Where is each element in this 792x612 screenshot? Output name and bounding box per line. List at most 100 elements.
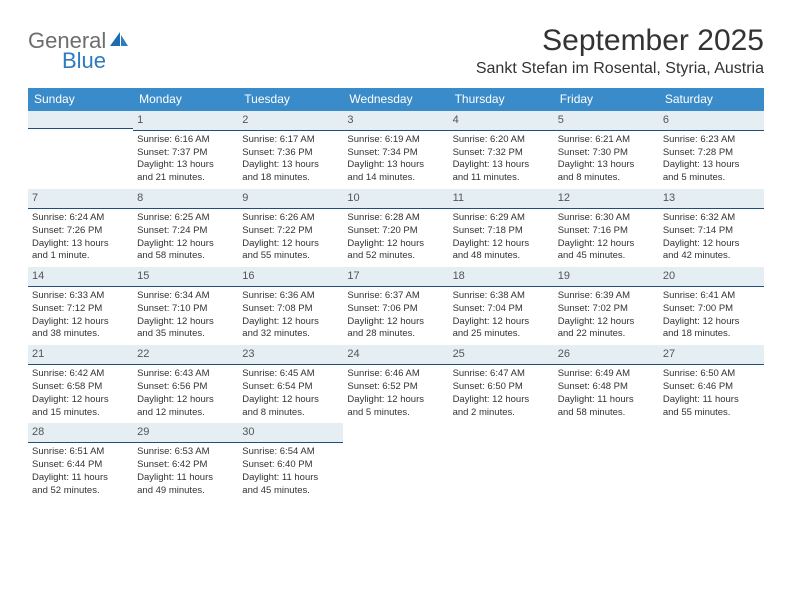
day-info-line: Sunrise: 6:32 AM <box>663 212 760 225</box>
date-number: 16 <box>238 267 343 287</box>
day-cell: 9Sunrise: 6:26 AMSunset: 7:22 PMDaylight… <box>238 189 343 267</box>
day-cell: 21Sunrise: 6:42 AMSunset: 6:58 PMDayligh… <box>28 345 133 423</box>
day-info-line: Daylight: 12 hours <box>663 316 760 329</box>
day-cell: 2Sunrise: 6:17 AMSunset: 7:36 PMDaylight… <box>238 111 343 189</box>
day-info-line: Sunset: 6:58 PM <box>32 381 129 394</box>
date-number: 29 <box>133 423 238 443</box>
day-info-line: Sunset: 6:48 PM <box>558 381 655 394</box>
week-row: 14 Sunrise: 6:33 AMSunset: 7:12 PM Dayligh… <box>28 267 764 345</box>
day-info-line: Daylight: 13 hours <box>347 159 444 172</box>
day-info-line: Sunrise: 6:43 AM <box>137 368 234 381</box>
day-info-line: Sunset: 6:52 PM <box>347 381 444 394</box>
day-info-line: Sunset: 7:24 PM <box>137 225 234 238</box>
day-info-line: Sunrise: 6:16 AM <box>137 134 234 147</box>
day-info-line: and 11 minutes. <box>453 172 550 185</box>
day-info-line: Sunset: 6:54 PM <box>242 381 339 394</box>
date-number: 27 <box>659 345 764 365</box>
date-number: 23 <box>238 345 343 365</box>
day-info-line: Sunset: 6:46 PM <box>663 381 760 394</box>
day-info-line: and 32 minutes. <box>242 328 339 341</box>
day-info-line: Daylight: 12 hours <box>663 238 760 251</box>
day-cell: 30Sunrise: 6:54 AMSunset: 6:40 PMDayligh… <box>238 423 343 501</box>
day-info-line: Daylight: 12 hours <box>453 394 550 407</box>
title-block: September 2025 Sankt Stefan im Rosental,… <box>476 24 764 78</box>
day-cell: 13Sunrise: 6:32 AMSunset: 7:14 PMDayligh… <box>659 189 764 267</box>
week-row: 7Sunrise: 6:24 AMSunset: 7:26 PMDaylight… <box>28 189 764 267</box>
day-cell: 24Sunrise: 6:46 AMSunset: 6:52 PMDayligh… <box>343 345 448 423</box>
day-info-line: Sunrise: 6:21 AM <box>558 134 655 147</box>
day-info-line: Sunset: 7:32 PM <box>453 147 550 160</box>
day-header-row: Sunday Monday Tuesday Wednesday Thursday… <box>28 88 764 111</box>
day-info-line: and 8 minutes. <box>558 172 655 185</box>
day-info-line: Sunset: 7:18 PM <box>453 225 550 238</box>
day-info-line: Sunset: 7:02 PM <box>558 303 655 316</box>
day-info-line: Sunrise: 6:17 AM <box>242 134 339 147</box>
day-info-line: and 49 minutes. <box>137 485 234 498</box>
day-info-line: Daylight: 13 hours <box>137 159 234 172</box>
date-number: 14 <box>28 267 133 287</box>
day-cell: 14Sunrise: 6:33 AMSunset: 7:12 PMDayligh… <box>28 267 133 345</box>
day-header-sunday: Sunday <box>28 88 133 111</box>
day-cell: 6Sunrise: 6:23 AMSunset: 7:28 PMDaylight… <box>659 111 764 189</box>
day-info-line: Daylight: 12 hours <box>32 394 129 407</box>
day-info-line: Daylight: 12 hours <box>453 316 550 329</box>
date-number: 28 <box>28 423 133 443</box>
date-number: 17 <box>343 267 448 287</box>
day-cell <box>28 111 133 189</box>
day-info-line: Sunset: 7:12 PM <box>32 303 129 316</box>
date-number: 30 <box>238 423 343 443</box>
day-info-line: Sunrise: 6:34 AM <box>137 290 234 303</box>
month-title: September 2025 <box>476 24 764 58</box>
logo: General Blue <box>28 24 130 72</box>
day-info-line: Daylight: 12 hours <box>242 238 339 251</box>
day-info-line: Sunset: 7:14 PM <box>663 225 760 238</box>
date-number: 21 <box>28 345 133 365</box>
day-info-line: Daylight: 11 hours <box>137 472 234 485</box>
day-header-monday: Monday <box>133 88 238 111</box>
day-info-line: Daylight: 13 hours <box>558 159 655 172</box>
day-info-line: and 18 minutes. <box>663 328 760 341</box>
day-info-line: Sunrise: 6:20 AM <box>453 134 550 147</box>
day-info-line: Daylight: 12 hours <box>137 316 234 329</box>
day-info-line: and 58 minutes. <box>137 250 234 263</box>
day-info-line: Sunrise: 6:47 AM <box>453 368 550 381</box>
day-info-line: and 18 minutes. <box>242 172 339 185</box>
day-info-line: Sunrise: 6:28 AM <box>347 212 444 225</box>
day-info-line: Sunrise: 6:33 AM <box>32 290 129 303</box>
day-info-line: and 45 minutes. <box>242 485 339 498</box>
day-info-line: Sunrise: 6:37 AM <box>347 290 444 303</box>
day-info-line: Daylight: 12 hours <box>242 316 339 329</box>
date-number: 4 <box>449 111 554 131</box>
date-number: 12 <box>554 189 659 209</box>
day-info-line: Daylight: 11 hours <box>32 472 129 485</box>
date-number: 3 <box>343 111 448 131</box>
date-number: 19 <box>554 267 659 287</box>
date-number: 6 <box>659 111 764 131</box>
day-info-line: and 1 minute. <box>32 250 129 263</box>
day-info-line: Daylight: 13 hours <box>242 159 339 172</box>
day-cell: 16Sunrise: 6:36 AMSunset: 7:08 PMDayligh… <box>238 267 343 345</box>
location-text: Sankt Stefan im Rosental, Styria, Austri… <box>476 60 764 78</box>
day-cell: 28Sunrise: 6:51 AMSunset: 6:44 PMDayligh… <box>28 423 133 501</box>
day-info-line: Sunrise: 6:51 AM <box>32 446 129 459</box>
day-info-line: and 55 minutes. <box>242 250 339 263</box>
day-info-line: Daylight: 11 hours <box>663 394 760 407</box>
day-cell <box>659 423 764 501</box>
day-cell: 15Sunrise: 6:34 AMSunset: 7:10 PMDayligh… <box>133 267 238 345</box>
day-info-line: Sunrise: 6:53 AM <box>137 446 234 459</box>
date-number: 8 <box>133 189 238 209</box>
day-info-line: Sunset: 7:06 PM <box>347 303 444 316</box>
day-info-line: Sunrise: 6:19 AM <box>347 134 444 147</box>
day-cell: 26Sunrise: 6:49 AMSunset: 6:48 PMDayligh… <box>554 345 659 423</box>
day-info-line: Sunrise: 6:29 AM <box>453 212 550 225</box>
day-cell: 18Sunrise: 6:38 AMSunset: 7:04 PMDayligh… <box>449 267 554 345</box>
day-header-tuesday: Tuesday <box>238 88 343 111</box>
day-header-wednesday: Wednesday <box>343 88 448 111</box>
day-cell <box>449 423 554 501</box>
date-number <box>28 111 133 129</box>
day-cell: 7Sunrise: 6:24 AMSunset: 7:26 PMDaylight… <box>28 189 133 267</box>
day-info-line: Sunrise: 6:39 AM <box>558 290 655 303</box>
day-info-line: Daylight: 12 hours <box>558 238 655 251</box>
day-info-line: and 38 minutes. <box>32 328 129 341</box>
day-cell: 11Sunrise: 6:29 AMSunset: 7:18 PMDayligh… <box>449 189 554 267</box>
